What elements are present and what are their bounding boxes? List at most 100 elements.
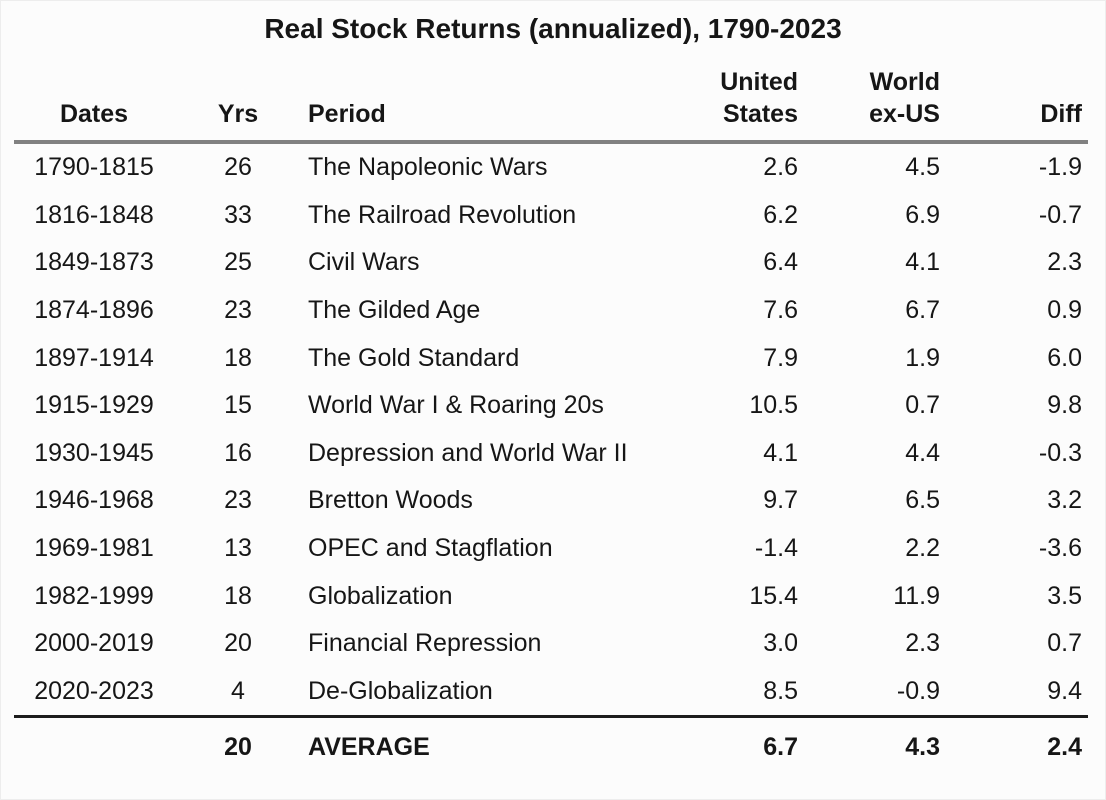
cell-dates: 1874-1896: [34, 296, 154, 325]
table-row: 2000-2019 20 Financial Repression 3.0 2.…: [14, 620, 1088, 668]
col-header-yrs: Yrs: [217, 100, 259, 128]
cell-diff: 3.2: [1047, 486, 1082, 515]
cell-world: 6.7: [905, 296, 940, 325]
cell-dates: 1946-1968: [34, 486, 154, 515]
cell-dates: 1816-1848: [34, 200, 154, 229]
returns-table: Dates Yrs Period United States World ex-…: [14, 52, 1088, 776]
table-row: 1897-1914 18 The Gold Standard 7.9 1.9 6…: [14, 334, 1088, 382]
cell-period: The Railroad Revolution: [308, 200, 577, 229]
cell-yrs: 13: [224, 534, 252, 563]
cell-world: 4.1: [905, 248, 940, 277]
cell-us: 3.0: [763, 629, 798, 658]
cell-diff: -0.7: [1038, 200, 1082, 229]
cell-period: Bretton Woods: [308, 486, 473, 515]
cell-dates: 2020-2023: [34, 676, 154, 705]
cell-world: 6.9: [905, 200, 940, 229]
header-row: Dates Yrs Period United States World ex-…: [14, 52, 1088, 142]
table-row: 1915-1929 15 World War I & Roaring 20s 1…: [14, 382, 1088, 430]
cell-yrs: 20: [224, 629, 252, 658]
cell-us: 7.6: [763, 296, 798, 325]
cell-world: -0.9: [896, 676, 940, 705]
table-footer: 20 AVERAGE 6.7 4.3 2.4: [14, 716, 1088, 777]
col-header-dates: Dates: [59, 100, 129, 128]
cell-world: 0.7: [905, 391, 940, 420]
cell-us: 10.5: [749, 391, 798, 420]
col-header-world-ex-us-line2: ex-US: [869, 100, 940, 128]
cell-us: 9.7: [763, 486, 798, 515]
cell-diff: -0.3: [1038, 438, 1082, 467]
cell-us: -1.4: [754, 534, 798, 563]
cell-yrs: 33: [224, 200, 252, 229]
average-row: 20 AVERAGE 6.7 4.3 2.4: [14, 717, 1088, 777]
cell-average-label: AVERAGE: [308, 732, 430, 761]
cell-dates: 2000-2019: [34, 629, 154, 658]
cell-period: Civil Wars: [308, 248, 420, 277]
cell-dates: 1849-1873: [34, 248, 154, 277]
table-row: 1930-1945 16 Depression and World War II…: [14, 430, 1088, 478]
cell-period: OPEC and Stagflation: [308, 534, 553, 563]
cell-yrs: 18: [224, 581, 252, 610]
cell-period: Depression and World War II: [308, 438, 628, 467]
cell-dates: 1930-1945: [34, 438, 154, 467]
cell-us: 2.6: [763, 153, 798, 182]
cell-us: 8.5: [763, 676, 798, 705]
col-header-world-ex-us: World ex-US: [804, 52, 946, 142]
cell-dates: [14, 717, 174, 777]
col-header-united-states-line2: States: [722, 100, 798, 128]
col-header-diff: Diff: [1040, 100, 1082, 128]
col-header-period: Period: [308, 100, 386, 128]
table-row: 2020-2023 4 De-Globalization 8.5 -0.9 9.…: [14, 668, 1088, 717]
cell-dates: 1982-1999: [34, 581, 154, 610]
table-header: Dates Yrs Period United States World ex-…: [14, 52, 1088, 142]
table-row: 1969-1981 13 OPEC and Stagflation -1.4 2…: [14, 525, 1088, 573]
cell-period: The Napoleonic Wars: [308, 153, 548, 182]
cell-us: 6.4: [763, 248, 798, 277]
cell-us: 6.2: [763, 200, 798, 229]
cell-yrs: 23: [224, 486, 252, 515]
cell-period: Financial Repression: [308, 629, 542, 658]
cell-world: 1.9: [905, 343, 940, 372]
cell-yrs: 20: [224, 732, 252, 761]
cell-yrs: 4: [231, 676, 245, 705]
table-row: 1982-1999 18 Globalization 15.4 11.9 3.5: [14, 572, 1088, 620]
cell-diff: -1.9: [1038, 153, 1082, 182]
cell-world: 11.9: [893, 581, 940, 610]
cell-period: World War I & Roaring 20s: [308, 391, 604, 420]
cell-diff: 9.4: [1047, 676, 1082, 705]
table-body: 1790-1815 26 The Napoleonic Wars 2.6 4.5…: [14, 142, 1088, 717]
cell-yrs: 15: [224, 391, 252, 420]
cell-yrs: 18: [224, 343, 252, 372]
cell-diff: 0.9: [1047, 296, 1082, 325]
cell-period: Globalization: [308, 581, 453, 610]
cell-world: 4.4: [905, 438, 940, 467]
cell-world: 2.3: [905, 629, 940, 658]
cell-diff: 3.5: [1047, 581, 1082, 610]
cell-dates: 1790-1815: [34, 153, 154, 182]
cell-world: 2.2: [905, 534, 940, 563]
col-header-world-ex-us-line1: World: [869, 68, 940, 96]
col-header-united-states: United States: [670, 52, 804, 142]
table-row: 1816-1848 33 The Railroad Revolution 6.2…: [14, 192, 1088, 240]
cell-period: The Gold Standard: [308, 343, 520, 372]
page-title: Real Stock Returns (annualized), 1790-20…: [264, 13, 842, 44]
cell-dates: 1897-1914: [34, 343, 154, 372]
cell-us: 15.4: [749, 581, 798, 610]
cell-world: 4.3: [905, 732, 940, 761]
cell-yrs: 26: [224, 153, 252, 182]
cell-yrs: 25: [224, 248, 252, 277]
cell-diff: 6.0: [1047, 343, 1082, 372]
table-row: 1849-1873 25 Civil Wars 6.4 4.1 2.3: [14, 239, 1088, 287]
cell-us: 6.7: [763, 732, 798, 761]
cell-us: 7.9: [763, 343, 798, 372]
cell-diff: 0.7: [1047, 629, 1082, 658]
cell-diff: 2.4: [1047, 732, 1082, 761]
cell-dates: 1915-1929: [34, 391, 154, 420]
cell-yrs: 16: [224, 438, 252, 467]
cell-period: The Gilded Age: [308, 296, 481, 325]
col-header-united-states-line1: United: [720, 68, 798, 96]
cell-period: De-Globalization: [308, 676, 493, 705]
cell-yrs: 23: [224, 296, 252, 325]
table-row: 1874-1896 23 The Gilded Age 7.6 6.7 0.9: [14, 287, 1088, 335]
cell-diff: -3.6: [1038, 534, 1082, 563]
